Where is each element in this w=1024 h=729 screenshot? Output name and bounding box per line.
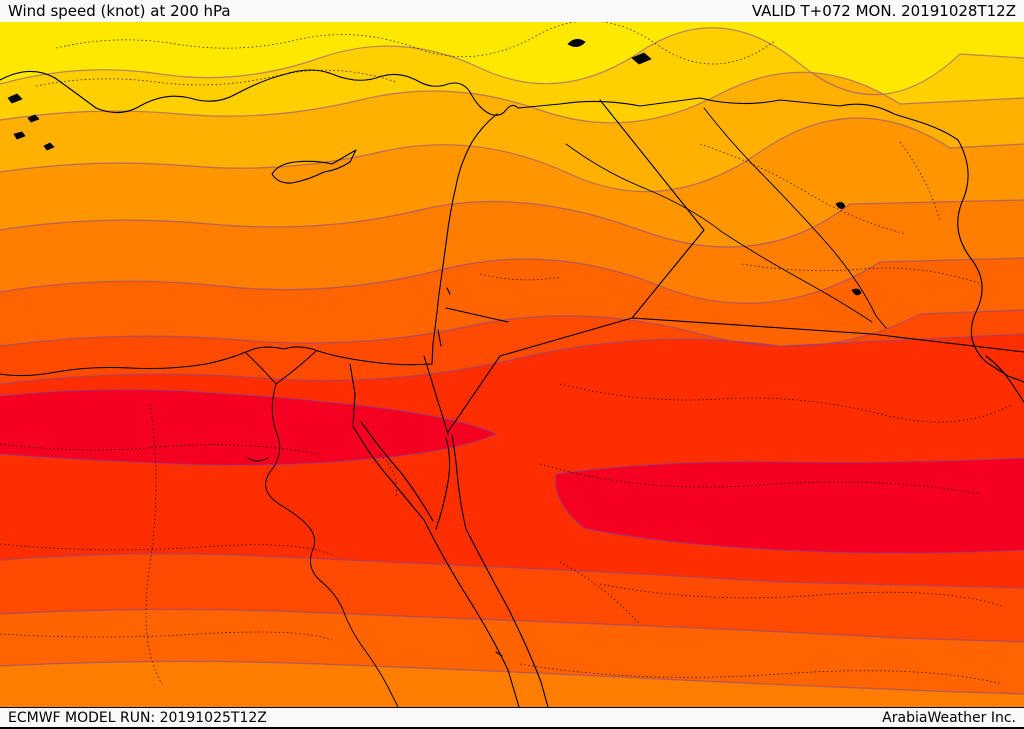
country-borders <box>423 97 1024 435</box>
model-run-label: ECMWF MODEL RUN: 20191025T12Z <box>8 709 267 726</box>
coastlines <box>0 69 1024 707</box>
wind-speed-map <box>0 22 1024 707</box>
band-fill-layer <box>0 22 1024 707</box>
islands-and-lakes <box>7 39 862 296</box>
map-area <box>0 22 1024 707</box>
band-fill-core <box>0 389 1024 553</box>
valid-time-label: VALID T+072 MON. 20191028T12Z <box>751 2 1016 20</box>
contour-line-layer <box>0 27 1024 695</box>
map-title: Wind speed (knot) at 200 hPa <box>8 2 231 20</box>
rivers <box>245 107 887 707</box>
contour-lines <box>0 27 1024 695</box>
dotted-boundaries <box>0 22 1013 685</box>
geo-layer <box>0 39 1024 707</box>
footer-bar: ECMWF MODEL RUN: 20191025T12Z ArabiaWeat… <box>0 707 1024 729</box>
header-bar: Wind speed (knot) at 200 hPa VALID T+072… <box>0 0 1024 22</box>
admin-dotted-layer <box>0 22 1013 685</box>
brand-label: ArabiaWeather Inc. <box>882 709 1016 726</box>
